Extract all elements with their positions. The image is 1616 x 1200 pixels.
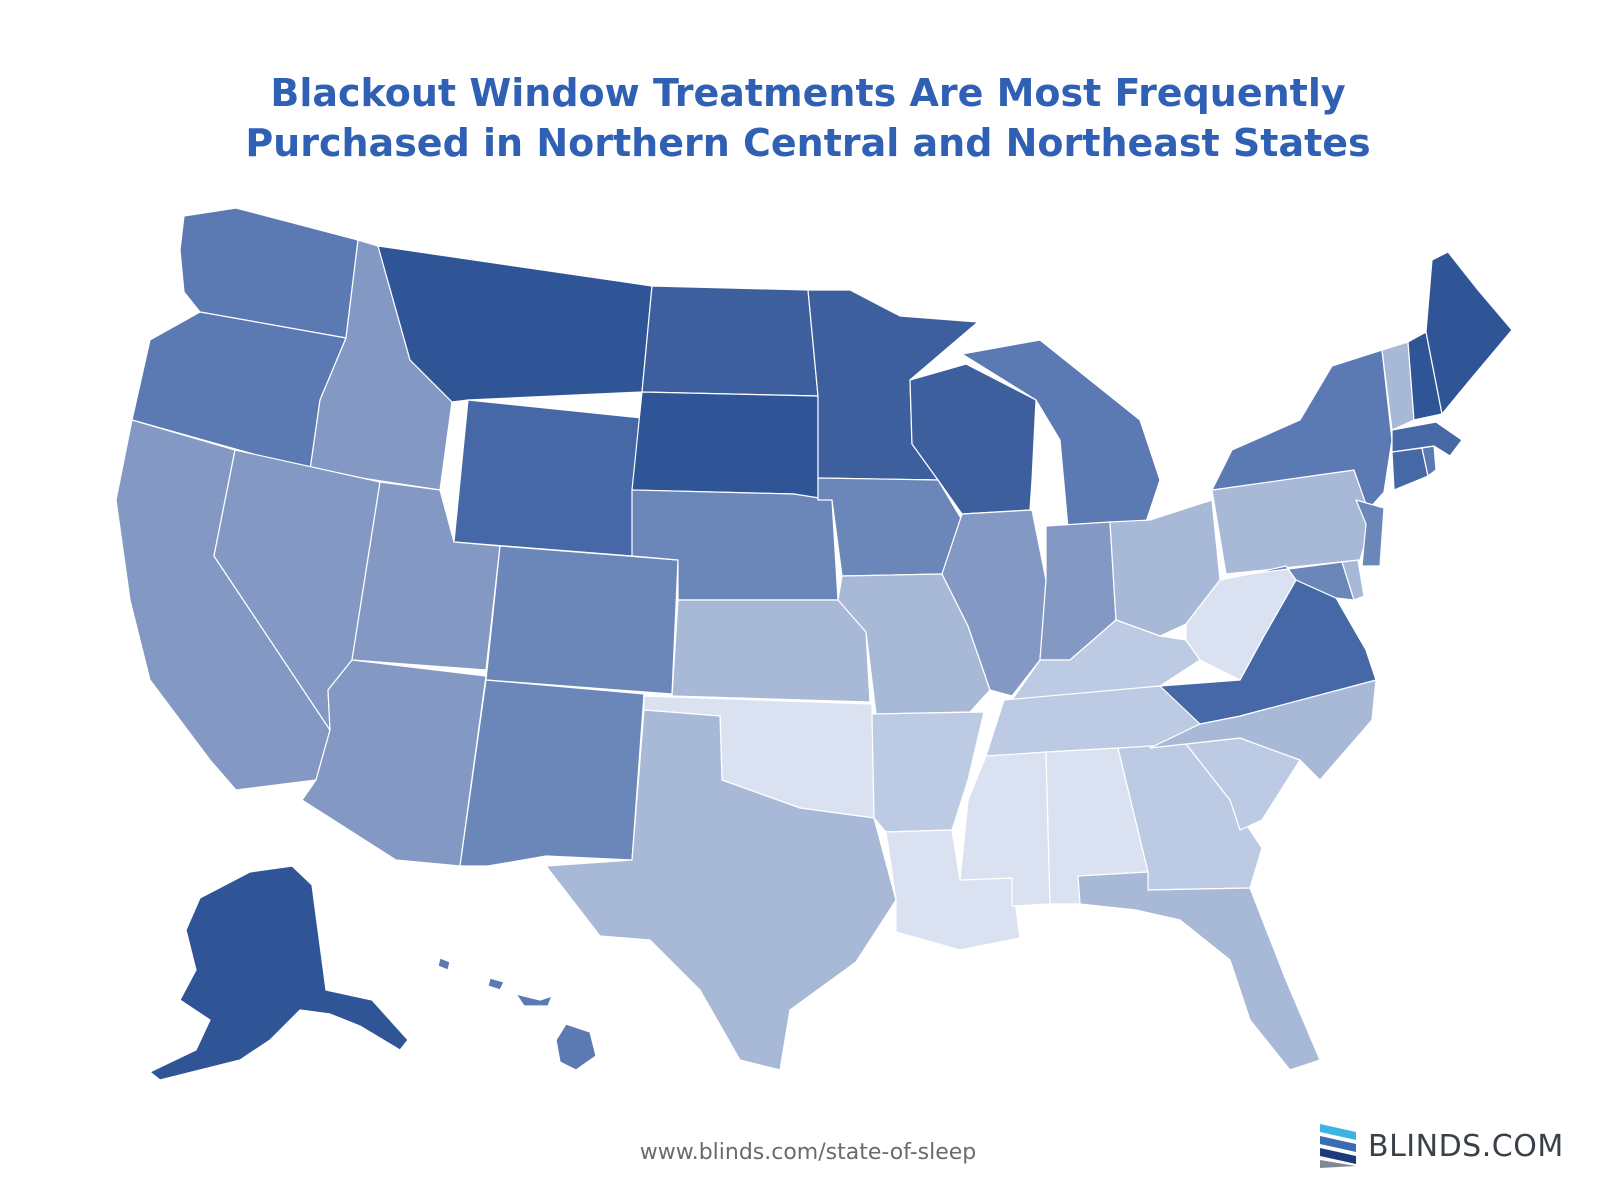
map-title: Blackout Window Treatments Are Most Freq… [0,68,1616,168]
state-LA [885,829,1021,951]
state-NJ [1355,499,1385,567]
brand-name: BLINDS.COM [1368,1128,1564,1164]
state-WY [453,399,643,557]
state-IA [817,477,963,577]
state-DE [1341,559,1365,601]
state-CO [485,545,679,695]
state-MI [961,339,1161,529]
state-TX [545,709,897,1071]
state-NY [1211,349,1393,511]
state-CT [1391,447,1429,491]
state-KS [671,599,871,703]
state-WV [1185,565,1297,681]
map-title-line-2: Purchased in Northern Central and Northe… [245,121,1371,165]
state-SD [631,391,819,501]
state-ME [1425,251,1513,415]
state-MA [1391,421,1463,457]
state-ND [641,285,819,397]
state-HI [437,957,597,1071]
blinds-stack-icon [1320,1124,1356,1168]
state-AZ [301,659,487,867]
source-url: www.blinds.com/state-of-sleep [639,1140,977,1165]
map-title-line-1: Blackout Window Treatments Are Most Freq… [270,71,1346,115]
state-IL [941,509,1047,697]
state-FL [1077,871,1321,1071]
brand-logo: BLINDS.COM [1318,1120,1564,1172]
state-NM [459,679,645,867]
state-AK [149,865,409,1081]
